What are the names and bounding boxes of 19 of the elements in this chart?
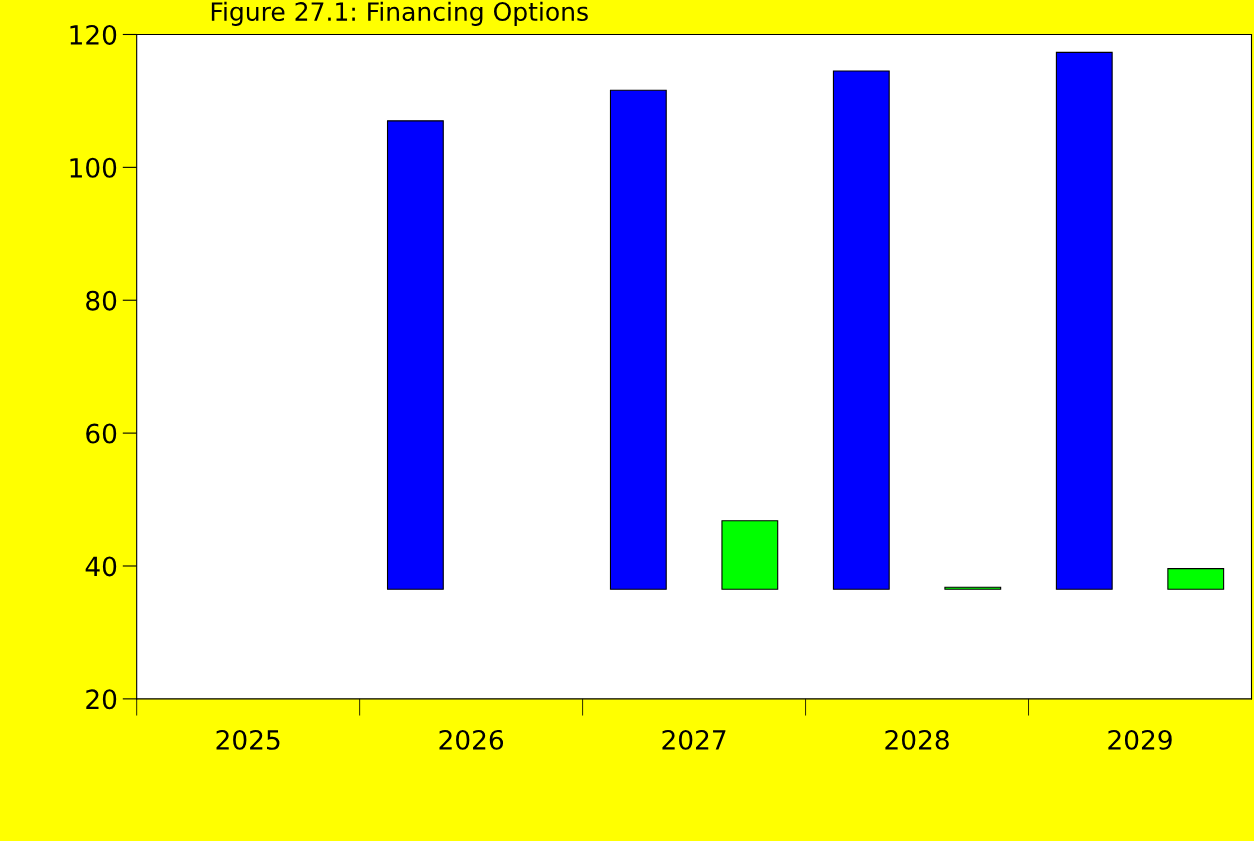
y-tick-label: 100 bbox=[70, 157, 117, 178]
x-tick-label: 2025 bbox=[216, 729, 280, 750]
chart-title: Figure 27.1: Financing Options bbox=[211, 1, 588, 26]
x-tick-label: 2027 bbox=[662, 729, 726, 750]
x-tick-label: 2029 bbox=[1108, 729, 1172, 750]
bar bbox=[609, 89, 667, 590]
x-tick-label: 2028 bbox=[885, 729, 949, 750]
y-tick-label: 20 bbox=[86, 689, 117, 710]
bar bbox=[1167, 568, 1225, 590]
x-tick-label: 2026 bbox=[439, 729, 504, 750]
y-tick-label: 40 bbox=[85, 556, 117, 577]
bar bbox=[944, 586, 1002, 590]
y-tick-label: 80 bbox=[86, 290, 117, 311]
bar bbox=[721, 520, 779, 590]
bar bbox=[832, 70, 890, 590]
y-tick-label: 60 bbox=[86, 423, 117, 444]
bar bbox=[1055, 51, 1113, 590]
bar bbox=[386, 120, 444, 590]
y-tick-label: 120 bbox=[70, 24, 117, 45]
